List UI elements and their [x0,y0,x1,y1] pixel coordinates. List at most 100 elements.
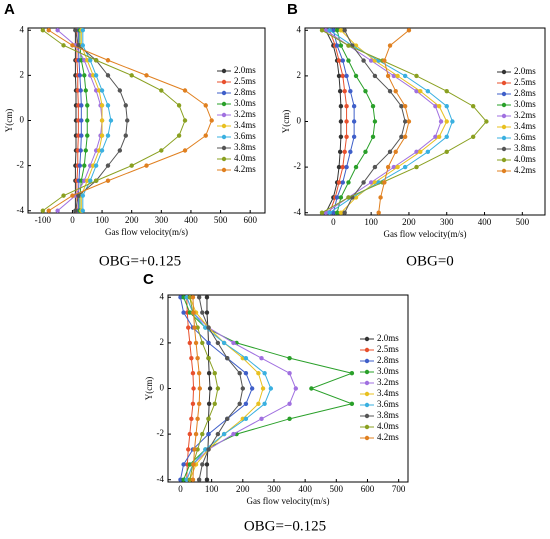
data-point [338,134,344,139]
legend-label: 3.0ms [514,99,536,109]
legend-label: 2.8ms [514,88,536,98]
data-point [78,148,83,153]
data-point [344,73,349,79]
data-point [105,73,111,78]
data-point [99,133,105,138]
data-point [338,43,344,48]
y-tick-label: -4 [17,205,25,215]
data-point [196,371,202,376]
data-point [287,416,292,422]
data-point [387,88,393,94]
legend-label: 2.5ms [234,76,256,86]
x-tick-label: 600 [361,484,375,494]
data-point [406,28,412,33]
data-point [77,73,83,78]
data-point [433,134,438,139]
x-tick-label: -100 [35,215,52,225]
caption: OBG=+0.125 [99,253,181,269]
legend-label: 3.2ms [514,110,536,120]
data-point [200,431,205,437]
data-point [444,88,449,94]
data-point [344,164,349,170]
x-tick-label: 700 [392,484,406,494]
y-tick-label: -2 [294,161,302,171]
data-point [195,447,200,452]
legend-label: 3.0ms [377,366,399,376]
data-point [436,104,442,109]
data-point [99,148,105,153]
data-point [338,210,344,215]
legend-marker [364,402,370,408]
data-point [444,104,449,109]
data-point [268,386,274,391]
data-point [70,193,75,198]
y-tick-label: 2 [160,337,165,347]
data-point [190,295,196,300]
y-axis-label: Y(cm) [281,110,291,134]
y-tick-label: 0 [297,116,302,126]
data-point [418,88,423,94]
data-point [181,310,186,315]
data-point [399,104,404,109]
data-point [190,401,196,406]
data-point [184,477,189,482]
data-point [372,164,378,170]
data-point [338,28,344,33]
data-point [76,193,81,198]
legend-marker [364,358,370,364]
data-point [186,447,191,452]
data-point [334,43,340,48]
x-tick-label: 400 [298,484,312,494]
data-point [105,58,111,63]
legend-marker [501,69,507,75]
legend-marker [221,101,227,107]
data-point [342,210,347,215]
data-point [181,295,186,300]
x-tick-label: 500 [330,484,344,494]
data-point [309,386,314,391]
data-point [368,180,374,185]
data-point [93,73,99,78]
caption: OBG=0 [406,253,454,269]
data-point [391,164,397,170]
data-point [334,195,340,200]
x-tick-label: 0 [331,217,336,227]
data-point [221,431,227,437]
data-point [336,58,342,63]
x-tick-label: 600 [243,215,257,225]
legend-label: 2.0ms [234,65,256,75]
data-point [186,325,191,330]
data-point [204,477,210,482]
data-point [342,88,347,94]
y-tick-label: 4 [20,24,25,34]
data-point [327,28,332,33]
data-point [387,43,393,48]
legend-marker [221,167,227,173]
data-point [76,43,81,48]
y-tick-label: 0 [160,383,165,393]
data-point [200,310,205,315]
data-point [231,431,236,437]
data-point [206,447,211,452]
data-point [181,462,186,467]
legend-marker [221,112,227,118]
data-point [414,149,419,155]
data-point [231,340,236,346]
x-tick-label: 100 [95,215,109,225]
data-point [225,355,230,361]
data-point [334,210,340,215]
data-point [287,355,292,361]
legend-label: 3.8ms [234,142,256,152]
data-point [399,134,404,139]
data-point [212,401,217,406]
data-point [204,310,210,315]
data-point [193,340,199,346]
data-point [337,88,343,94]
data-point [342,149,347,155]
y-tick-label: -4 [157,474,165,484]
data-point [209,118,214,123]
data-point [197,386,202,391]
data-point [336,180,342,185]
data-point [40,28,46,33]
plot-frame [27,27,266,214]
